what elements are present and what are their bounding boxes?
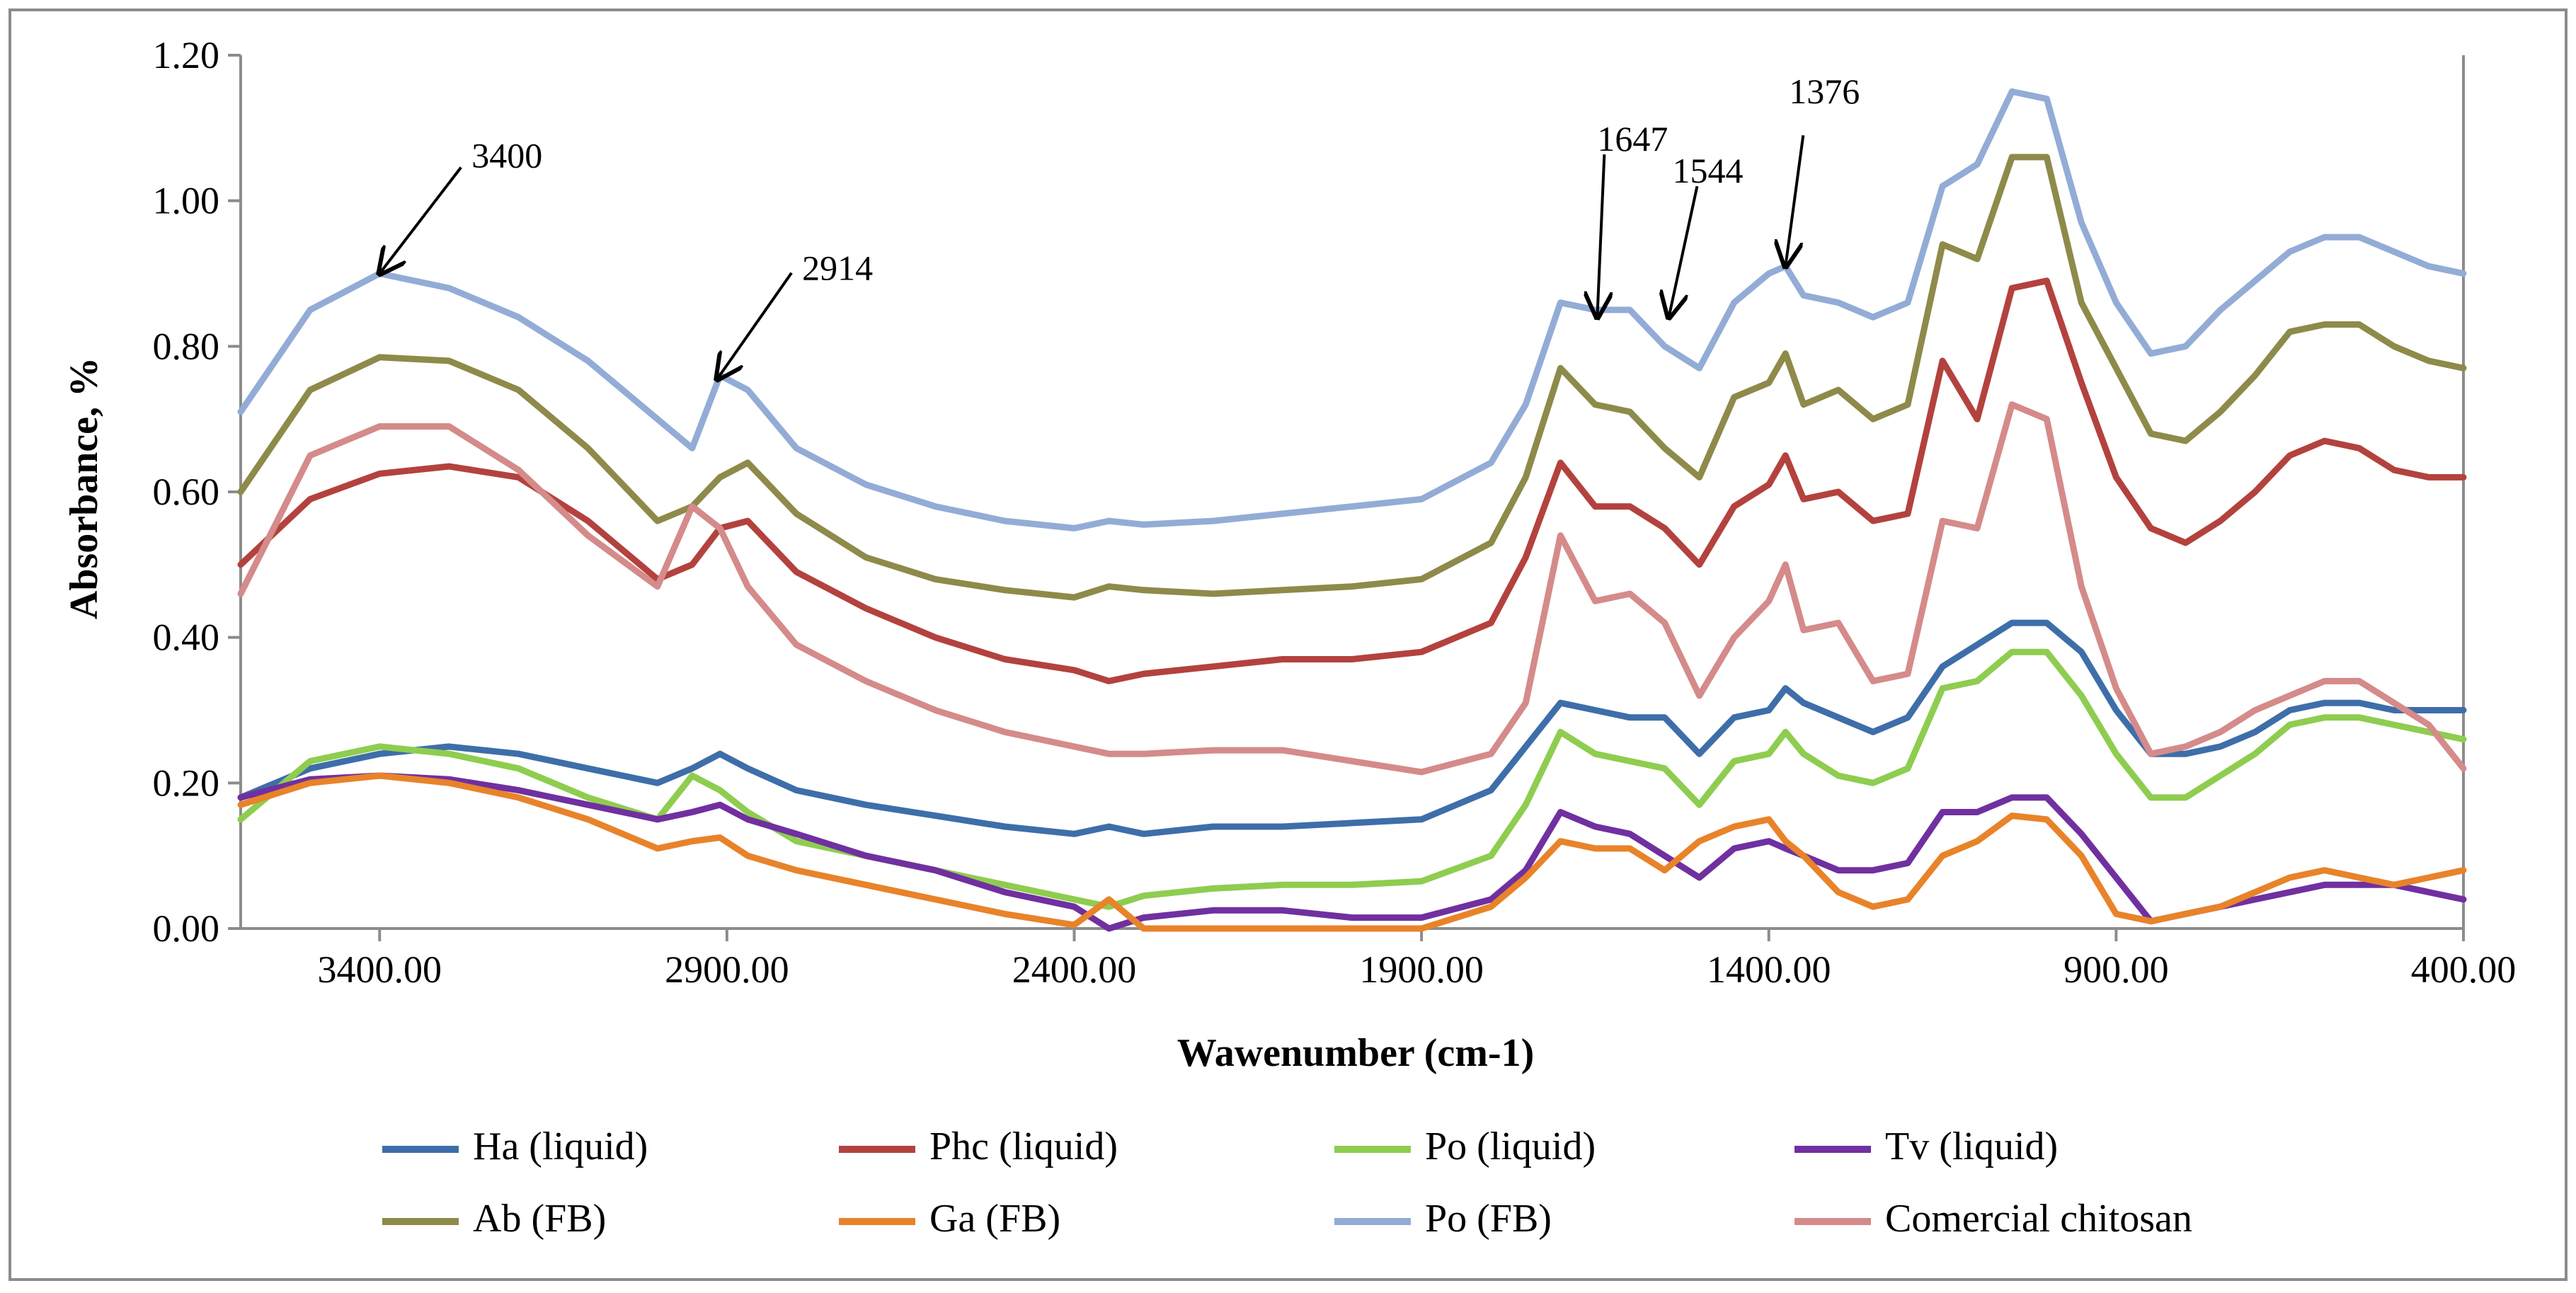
legend-label-ab-fb: Ab (FB): [473, 1197, 606, 1241]
x-tick-label: 900.00: [2063, 948, 2169, 991]
series-line-ga-fb: [237, 772, 2467, 932]
y-tick-label: 0.60: [153, 471, 220, 513]
x-axis-title: Wawenumber (cm-1): [1177, 1031, 1534, 1075]
x-tick-label: 1900.00: [1359, 948, 1484, 991]
series-line-ha-liquid: [237, 619, 2467, 837]
annotation-label: 2914: [802, 248, 873, 288]
x-tick-label: 2900.00: [665, 948, 789, 991]
y-tick-label: 1.00: [153, 180, 220, 222]
annotation-arrow: [379, 166, 462, 274]
legend: Ha (liquid) Phc (liquid) Po (liquid) Tv (li…: [382, 1125, 2192, 1241]
annotation-arrow: [1668, 185, 1699, 317]
series-line-phc-liquid: [237, 277, 2467, 684]
legend-label-tv-liquid: Tv (liquid): [1885, 1125, 2058, 1168]
series-lines: [237, 88, 2467, 932]
legend-label-po-fb: Po (FB): [1425, 1197, 1552, 1241]
x-tick-label: 400.00: [2411, 948, 2517, 991]
chart-border: [8, 8, 2568, 1281]
y-tick-label: 0.00: [153, 907, 220, 950]
annotation-label: 1647: [1597, 119, 1668, 159]
annotation-label: 1376: [1789, 71, 1860, 111]
y-axis-title: Absorbance, %: [62, 357, 106, 619]
y-tick-label: 0.40: [153, 616, 220, 659]
annotation-label: 3400: [471, 136, 542, 176]
series-line-comercial-chitosan: [237, 401, 2467, 776]
series-line-ab-fb: [237, 154, 2467, 601]
x-tick-label: 1400.00: [1707, 948, 1831, 991]
annotation-arrow: [1785, 134, 1805, 266]
y-tick-label: 1.20: [153, 34, 220, 76]
legend-label-ha-liquid: Ha (liquid): [473, 1125, 648, 1168]
x-tick-label: 3400.00: [318, 948, 442, 991]
legend-label-po-liquid: Po (liquid): [1425, 1125, 1596, 1168]
y-tick-label: 0.80: [153, 325, 220, 367]
legend-label-comercial-chitosan: Comercial chitosan: [1885, 1197, 2192, 1241]
legend-label-ga-fb: Ga (FB): [929, 1197, 1060, 1241]
series-line-po-liquid: [237, 648, 2467, 910]
annotation-arrow: [1597, 154, 1604, 317]
x-tick-labels: 3400.00 2900.00 2400.00 1900.00 1400.00 900.0…: [318, 948, 2517, 991]
annotation-label: 1544: [1672, 151, 1743, 190]
y-tick-label: 0.20: [153, 762, 220, 804]
annotation-arrow: [717, 272, 793, 379]
y-tick-labels: 0.00 0.20 0.40 0.60 0.80 1.00 1.20: [153, 34, 220, 950]
x-tick-label: 2400.00: [1012, 948, 1137, 991]
legend-label-phc-liquid: Phc (liquid): [929, 1125, 1118, 1168]
